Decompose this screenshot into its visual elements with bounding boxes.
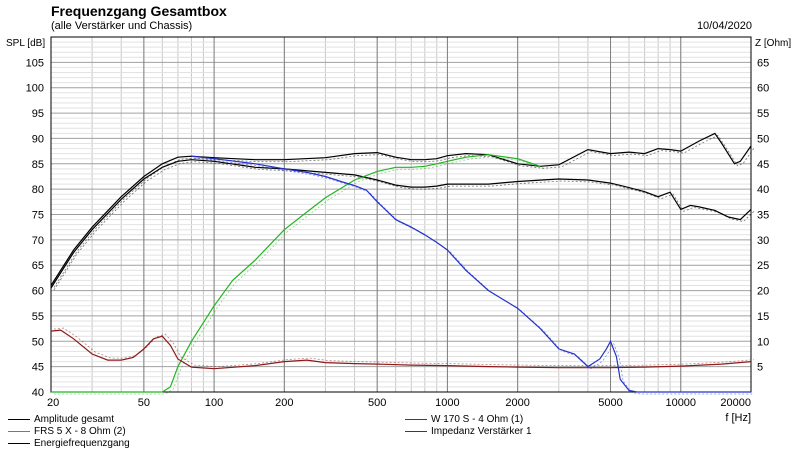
y-tick-label-left: 45 (32, 362, 44, 374)
y-tick-label-right: 25 (757, 260, 769, 272)
y-tick-label-left: 40 (32, 387, 44, 399)
y-tick-label-right: 55 (757, 108, 769, 120)
series-line (51, 154, 541, 393)
y-tick-label-right: 40 (757, 184, 769, 196)
y-tick-label-left: 65 (32, 260, 44, 272)
x-tick-label: 5000 (598, 397, 622, 409)
y-tick-label-right: 50 (757, 133, 769, 145)
y-tick-label-right: 20 (757, 286, 769, 298)
x-tick-label: 10000 (665, 397, 696, 409)
legend-swatch (8, 442, 30, 444)
y-tick-label-left: 100 (26, 83, 44, 95)
x-axis-label: f [Hz] (725, 412, 751, 424)
legend-item-frs5x: FRS 5 X - 8 Ohm (2) (8, 425, 130, 437)
legend-label: Amplitude gesamt (34, 413, 115, 425)
y-tick-label-left: 70 (32, 235, 44, 247)
x-tick-label: 50 (138, 397, 150, 409)
legend-item-energie: Energiefrequenzgang (8, 437, 130, 449)
y-tick-label-right: 35 (757, 210, 769, 222)
y-tick-label-left: 90 (32, 133, 44, 145)
legend-item-impedanz: Impedanz Verstärker 1 (405, 425, 532, 437)
series-reference-line (54, 156, 544, 395)
legend-swatch (8, 418, 30, 420)
series-line (50, 159, 752, 289)
y-tick-label-left: 80 (32, 184, 44, 196)
series-line (50, 329, 752, 370)
chart-subtitle: (alle Verstärker und Chassis) (51, 20, 193, 32)
legend-label: Impedanz Verstärker 1 (431, 425, 532, 437)
legend-swatch (405, 430, 427, 432)
y-tick-label-left: 60 (32, 286, 44, 298)
y-tick-label-left: 50 (32, 336, 44, 348)
legend-swatch (8, 430, 30, 432)
x-tick-label: 100 (205, 397, 223, 409)
legend-right: W 170 S - 4 Ohm (1) Impedanz Verstärker … (405, 413, 532, 437)
x-tick-label: 1000 (435, 397, 459, 409)
y-axis-label-right: Z [Ohm] (755, 38, 792, 49)
chart-date: 10/04/2020 (696, 20, 752, 32)
chart-title: Frequenzgang Gesamtbox (51, 3, 227, 19)
y-tick-label-right: 15 (757, 311, 769, 323)
legend-label: FRS 5 X - 8 Ohm (2) (34, 425, 126, 437)
x-tick-label: 200 (275, 397, 293, 409)
y-axis-label-left: SPL [dB] (6, 38, 46, 49)
x-tick-label: 500 (368, 397, 386, 409)
y-tick-label-left: 85 (32, 159, 44, 171)
x-tick-label: 2000 (505, 397, 529, 409)
series-line (50, 132, 752, 286)
legend-left: Amplitude gesamt FRS 5 X - 8 Ohm (2) Ene… (8, 413, 130, 449)
y-tick-label-left: 75 (32, 210, 44, 222)
y-tick-label-left: 105 (26, 57, 44, 69)
y-tick-label-right: 5 (757, 362, 763, 374)
y-tick-label-left: 95 (32, 108, 44, 120)
legend-label: W 170 S - 4 Ohm (1) (431, 413, 524, 425)
legend-label: Energiefrequenzgang (34, 437, 130, 449)
legend-item-w170s: W 170 S - 4 Ohm (1) (405, 413, 532, 425)
y-tick-label-right: 10 (757, 336, 769, 348)
y-tick-label-right: 30 (757, 235, 769, 247)
x-tick-label: 20000 (720, 397, 751, 409)
x-tick-label: 20 (47, 397, 59, 409)
y-tick-label-right: 60 (757, 83, 769, 95)
legend-swatch (405, 418, 427, 420)
y-tick-label-right: 45 (757, 159, 769, 171)
y-tick-label-left: 55 (32, 311, 44, 323)
legend-item-amplitude: Amplitude gesamt (8, 413, 130, 425)
series-reference-line (53, 327, 755, 368)
series-reference-line (53, 161, 755, 291)
series-line (191, 155, 751, 393)
y-tick-label-right: 65 (757, 57, 769, 69)
